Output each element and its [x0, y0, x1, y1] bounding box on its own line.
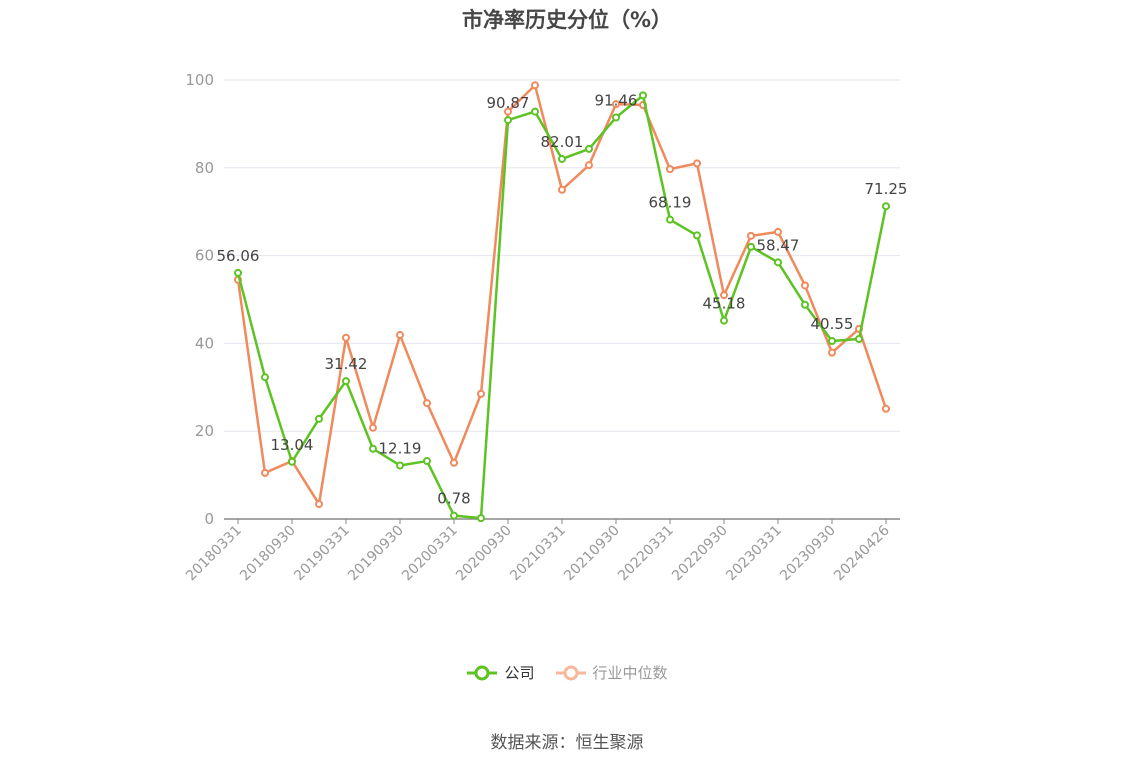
x-tick-label: 20200930 — [453, 523, 515, 585]
industry-data-point — [774, 227, 782, 236]
industry-data-point — [423, 399, 431, 408]
x-tick-label: 20240426 — [831, 522, 893, 584]
industry-data-point — [693, 159, 701, 168]
company-data-point — [720, 316, 728, 325]
company-data-point — [558, 154, 566, 163]
industry-data-point — [369, 423, 377, 432]
company-data-point — [396, 461, 404, 470]
industry-data-point — [504, 107, 512, 116]
company-data-point — [882, 202, 890, 211]
company-data-point — [774, 258, 782, 267]
x-tick-label: 20210930 — [561, 523, 623, 585]
company-data-point — [693, 231, 701, 240]
industry-data-point — [531, 81, 539, 90]
legend-line-icon — [467, 665, 498, 680]
data-label: 40.55 — [811, 315, 854, 333]
company-data-point — [450, 511, 458, 520]
x-tick-label: 20220930 — [669, 523, 731, 585]
data-label: 13.04 — [271, 436, 314, 454]
industry-data-point — [747, 231, 755, 240]
company-data-point — [315, 414, 323, 423]
industry-data-point — [612, 100, 620, 109]
company-data-point — [477, 514, 485, 523]
legend-label-industry: 行业中位数 — [592, 664, 668, 682]
industry-data-point — [315, 500, 323, 509]
y-tick-label: 20 — [195, 422, 214, 440]
industry-data-point — [450, 458, 458, 467]
industry-data-point — [720, 291, 728, 300]
data-label: 45.18 — [703, 295, 746, 313]
x-tick-label: 20200331 — [399, 523, 461, 585]
industry-data-point — [396, 331, 404, 340]
company-data-point — [369, 444, 377, 453]
y-tick-label: 80 — [195, 159, 214, 177]
industry-data-point — [801, 281, 809, 290]
data-label: 31.42 — [325, 355, 368, 373]
company-data-point — [612, 113, 620, 122]
industry-data-point — [585, 161, 593, 170]
x-tick-label: 20230930 — [777, 523, 839, 585]
data-label: 0.78 — [437, 490, 470, 508]
x-tick-label: 20210331 — [507, 523, 569, 585]
company-data-point — [855, 335, 863, 344]
y-tick-label: 100 — [185, 71, 214, 89]
data-label: 12.19 — [379, 439, 422, 457]
y-tick-label: 40 — [195, 334, 214, 352]
data-label: 82.01 — [541, 133, 584, 151]
company-data-point — [531, 107, 539, 116]
data-label: 56.06 — [217, 247, 260, 265]
legend: 公司 行业中位数 — [0, 662, 1134, 683]
x-tick-label: 20180930 — [237, 523, 299, 585]
chart-title: 市净率历史分位（%） — [461, 8, 673, 32]
company-data-point — [234, 268, 242, 277]
company-data-point — [288, 457, 296, 466]
industry-data-point — [882, 404, 890, 413]
legend-item-company[interactable]: 公司 — [466, 662, 535, 683]
company-data-point — [639, 91, 647, 100]
x-tick-label: 20180331 — [183, 523, 245, 585]
company-data-point — [747, 242, 755, 251]
industry-data-point — [558, 185, 566, 194]
industry-data-point — [666, 165, 674, 174]
industry-data-point — [261, 468, 269, 477]
data-label: 90.87 — [487, 94, 530, 112]
legend-item-industry[interactable]: 行业中位数 — [555, 662, 668, 683]
company-data-point — [801, 300, 809, 309]
data-source: 数据来源：恒生聚源 — [490, 733, 644, 753]
x-tick-label: 20190331 — [291, 523, 353, 585]
data-label: 91.46 — [595, 91, 638, 109]
company-data-point — [504, 116, 512, 125]
legend-line-icon — [555, 665, 586, 680]
industry-data-point — [477, 389, 485, 398]
data-label: 71.25 — [865, 180, 908, 198]
company-data-point — [828, 336, 836, 345]
industry-data-point — [342, 333, 350, 342]
company-data-point — [261, 373, 269, 382]
data-label: 68.19 — [649, 194, 692, 212]
x-tick-label: 20230331 — [723, 523, 785, 585]
industry-data-point — [828, 348, 836, 357]
company-data-point — [423, 457, 431, 466]
y-tick-label: 0 — [204, 510, 214, 528]
x-tick-label: 20220331 — [615, 523, 677, 585]
legend-label-company: 公司 — [504, 664, 535, 682]
x-tick-label: 20190930 — [345, 523, 407, 585]
company-data-point — [585, 144, 593, 153]
y-tick-label: 60 — [195, 247, 214, 265]
company-data-point — [342, 377, 350, 386]
company-data-point — [666, 215, 674, 224]
data-label: 58.47 — [757, 236, 800, 254]
